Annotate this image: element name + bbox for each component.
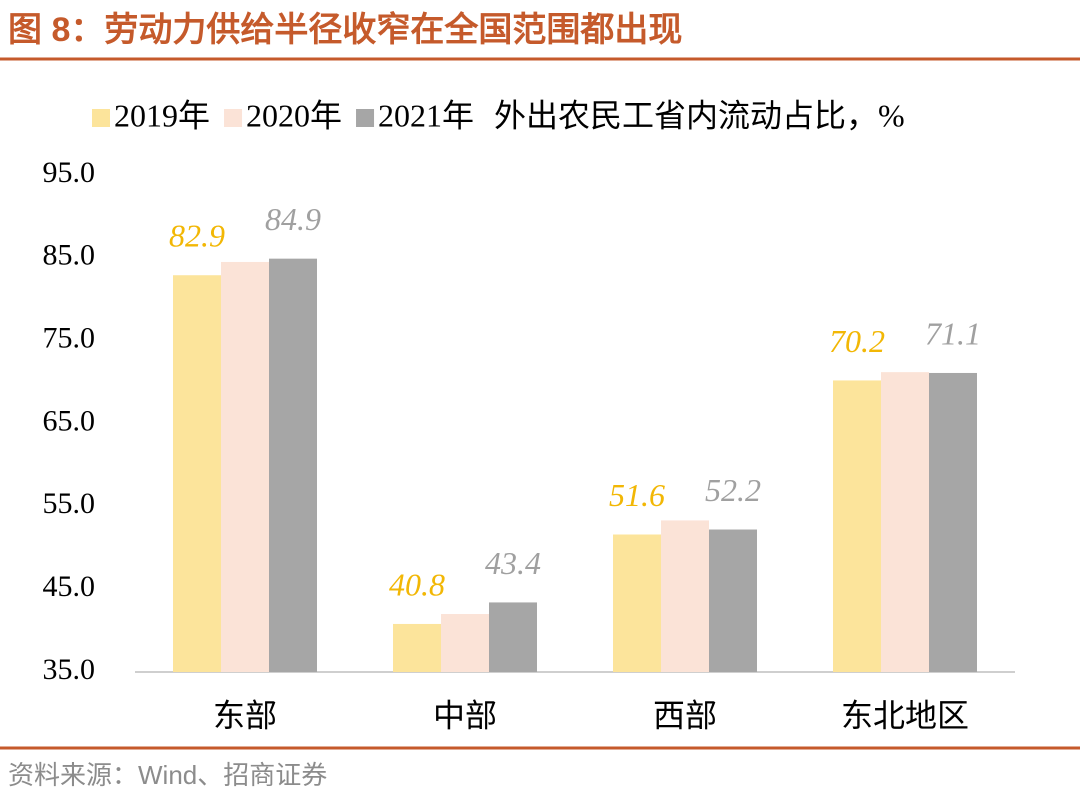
- bar: [929, 372, 977, 672]
- header-title: 图 8：劳动力供给半径收窄在全国范围都出现: [8, 10, 682, 49]
- value-label: 43.4: [485, 545, 541, 581]
- y-tick-label: 65.0: [43, 404, 96, 437]
- y-tick-label: 45.0: [43, 570, 96, 603]
- y-tick-label: 95.0: [43, 156, 96, 189]
- value-label: 71.1: [925, 315, 981, 351]
- bar: [489, 602, 537, 672]
- legend-label: 2021年: [378, 97, 474, 133]
- x-tick-label: 东部: [213, 697, 277, 733]
- bar: [221, 261, 269, 672]
- legend-swatch: [224, 109, 243, 127]
- bar: [269, 258, 317, 672]
- source: 资料来源：Wind、招商证券: [8, 760, 327, 790]
- value-label: 52.2: [705, 472, 761, 508]
- bar: [709, 529, 757, 672]
- legend-label: 2019年: [114, 97, 210, 133]
- value-label: 70.2: [829, 323, 885, 359]
- bar: [881, 372, 929, 672]
- y-tick-label: 75.0: [43, 322, 96, 355]
- y-tick-label: 35.0: [43, 653, 96, 686]
- x-tick-label: 西部: [653, 697, 717, 733]
- bar: [393, 623, 441, 672]
- bar: [613, 534, 661, 672]
- value-label: 84.9: [265, 201, 321, 237]
- x-tick-label: 东北地区: [841, 697, 969, 733]
- legend-label: 2020年: [246, 97, 342, 133]
- value-label: 82.9: [169, 218, 225, 254]
- bar: [441, 614, 489, 672]
- legend-swatch: [356, 109, 375, 127]
- chart-title: 外出农民工省内流动占比，%: [494, 97, 905, 133]
- value-label: 51.6: [609, 477, 665, 513]
- y-tick-label: 85.0: [43, 239, 96, 272]
- x-tick-label: 中部: [433, 697, 497, 733]
- bar: [173, 275, 221, 672]
- legend-swatch: [92, 109, 110, 127]
- y-tick-label: 55.0: [43, 487, 96, 520]
- bar: [661, 520, 709, 672]
- bar: [833, 380, 881, 672]
- value-label: 40.8: [389, 566, 445, 602]
